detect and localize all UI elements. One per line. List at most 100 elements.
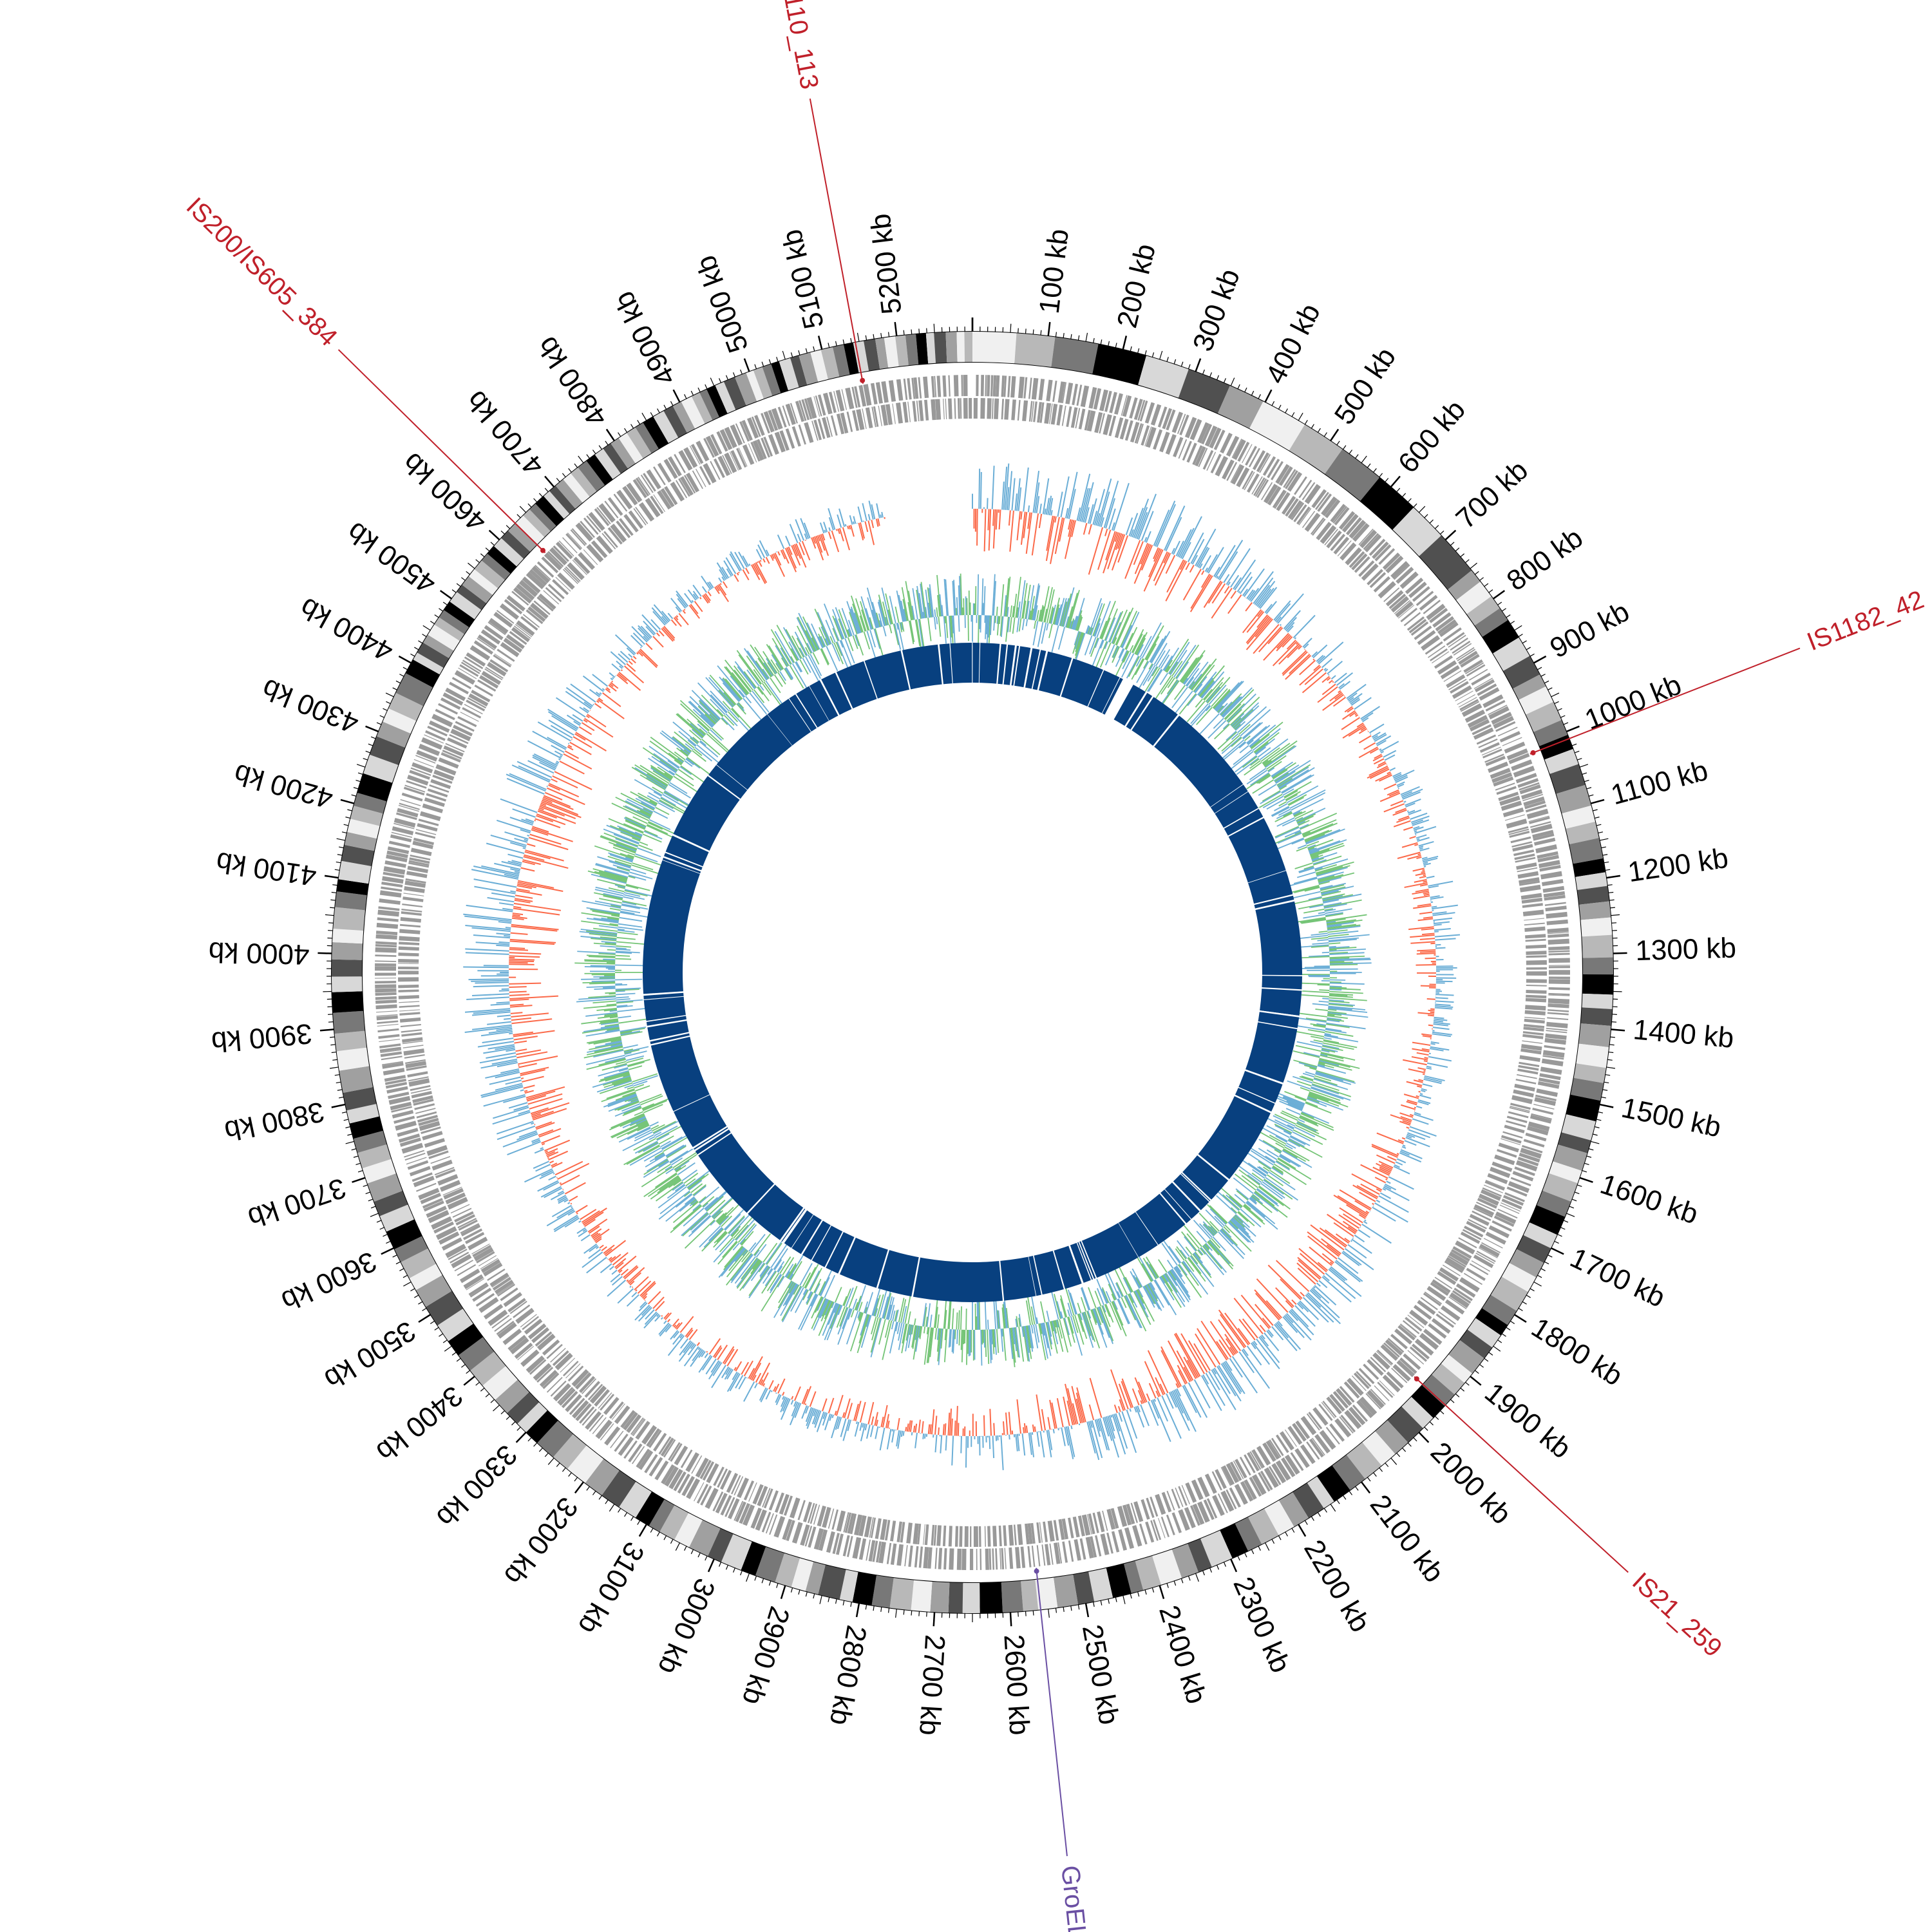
gene-block: [960, 398, 962, 419]
tick-major: [1329, 428, 1340, 442]
tick-minor: [776, 357, 779, 363]
tick-minor: [363, 757, 368, 761]
tick-minor: [1596, 824, 1602, 826]
gene-block: [1072, 383, 1078, 406]
gene-block: [409, 1166, 431, 1177]
gene-block: [1463, 1273, 1482, 1285]
karyotype-band: [357, 773, 392, 802]
gc-skew-bar: [463, 966, 509, 969]
gc-skew-bar: [1041, 1409, 1046, 1431]
gc-content-bar: [1113, 637, 1117, 645]
gene-block: [415, 831, 436, 839]
gene-block: [945, 398, 947, 419]
gc-skew-bar: [571, 1206, 573, 1209]
gc-skew-bar: [1018, 487, 1022, 511]
gc-skew-bar: [1133, 1406, 1137, 1413]
gc-skew-bar: [1433, 1023, 1448, 1027]
gene-block: [431, 1159, 453, 1171]
gene-block: [422, 1131, 443, 1141]
gc-content-bar: [1219, 701, 1233, 715]
gc-skew-bar: [1302, 672, 1327, 694]
gc-skew-bar: [1254, 584, 1271, 605]
gene-block: [896, 1521, 903, 1542]
gc-skew-bar: [595, 691, 601, 696]
gc-skew-bar: [514, 899, 531, 904]
gc-skew-bar: [1256, 589, 1272, 607]
gc-content-bar: [1263, 1179, 1284, 1195]
gc-skew-bar: [591, 1228, 602, 1237]
gene-block: [863, 384, 872, 406]
gc-content-bar: [1319, 1059, 1350, 1068]
gc-skew-bar: [1379, 1168, 1390, 1175]
gc-skew-bar: [718, 583, 727, 596]
gc-skew-bar: [1237, 1327, 1251, 1345]
gene-block: [918, 1546, 923, 1568]
gene-block: [1476, 1201, 1496, 1212]
gc-content-bar: [1222, 687, 1253, 718]
gene-block: [477, 679, 497, 692]
gene-block: [1532, 829, 1554, 838]
gene-block: [923, 1524, 925, 1545]
tick-minor: [410, 653, 415, 657]
gc-skew-bar: [1247, 616, 1271, 645]
gc-skew-bar: [1412, 819, 1430, 826]
gc-skew-bar: [1423, 857, 1438, 863]
gc-skew-bar: [1066, 1388, 1077, 1425]
tick-minor: [430, 621, 435, 625]
gene-block: [1490, 1166, 1511, 1179]
gene-block: [552, 1350, 569, 1367]
gene-block: [1496, 786, 1517, 795]
gc-skew-bar: [1346, 683, 1367, 699]
gc-content-bar: [1101, 618, 1111, 639]
tick-minor: [519, 506, 527, 513]
gc-skew-bar: [1389, 767, 1396, 772]
gene-block: [907, 401, 911, 422]
gene-block: [480, 629, 501, 645]
gc-content-bar: [1182, 1260, 1209, 1295]
gc-content-bar: [1285, 1144, 1293, 1150]
gc-skew-bar: [637, 1280, 652, 1294]
gene-block: [1546, 1027, 1567, 1031]
karyotype-band: [448, 1323, 483, 1356]
gene-block: [1548, 946, 1570, 951]
gene-block: [1524, 922, 1545, 926]
gc-skew-bar: [1118, 1412, 1123, 1422]
gc-skew-bar: [1401, 788, 1423, 799]
tick-major: [1513, 1314, 1527, 1323]
gene-block: [421, 1126, 441, 1134]
gc-skew-bar: [686, 1329, 694, 1338]
gc-skew-bar: [547, 708, 579, 729]
gc-content-bar: [1295, 1045, 1321, 1052]
gc-skew-bar: [711, 1365, 726, 1388]
gc-skew-bar: [1418, 1079, 1424, 1082]
gene-block: [722, 455, 732, 475]
tick-minor: [754, 1575, 757, 1581]
gc-skew-bar: [496, 1001, 510, 1004]
gc-content-bar: [1274, 1124, 1292, 1135]
tick-minor: [1251, 390, 1255, 396]
gene-block: [582, 1408, 597, 1426]
gene-block: [583, 517, 599, 535]
gc-skew-bar: [546, 787, 585, 806]
gene-block: [1150, 1520, 1159, 1541]
karyotype-band: [1582, 974, 1613, 995]
gene-block: [462, 659, 482, 672]
gene-block: [1119, 419, 1129, 440]
gc-skew-bar: [1424, 1075, 1445, 1082]
gene-block: [1446, 674, 1464, 687]
gene-block: [1047, 1520, 1055, 1542]
gc-content-bar: [1192, 1253, 1212, 1278]
gene-block: [1262, 456, 1276, 476]
gc-skew-bar: [645, 626, 655, 636]
tick-minor: [1455, 547, 1460, 552]
gc-content-bar: [1327, 925, 1361, 931]
gc-skew-bar: [770, 554, 774, 562]
gc-content-bar: [1022, 600, 1027, 619]
karyotype-band: [805, 1562, 826, 1595]
gc-content-bar: [1227, 708, 1242, 723]
gene-block: [440, 697, 461, 710]
gene-block: [696, 440, 710, 462]
gc-skew-bar: [694, 600, 703, 612]
tick-minor: [805, 1591, 808, 1597]
gene-block: [987, 1526, 991, 1547]
